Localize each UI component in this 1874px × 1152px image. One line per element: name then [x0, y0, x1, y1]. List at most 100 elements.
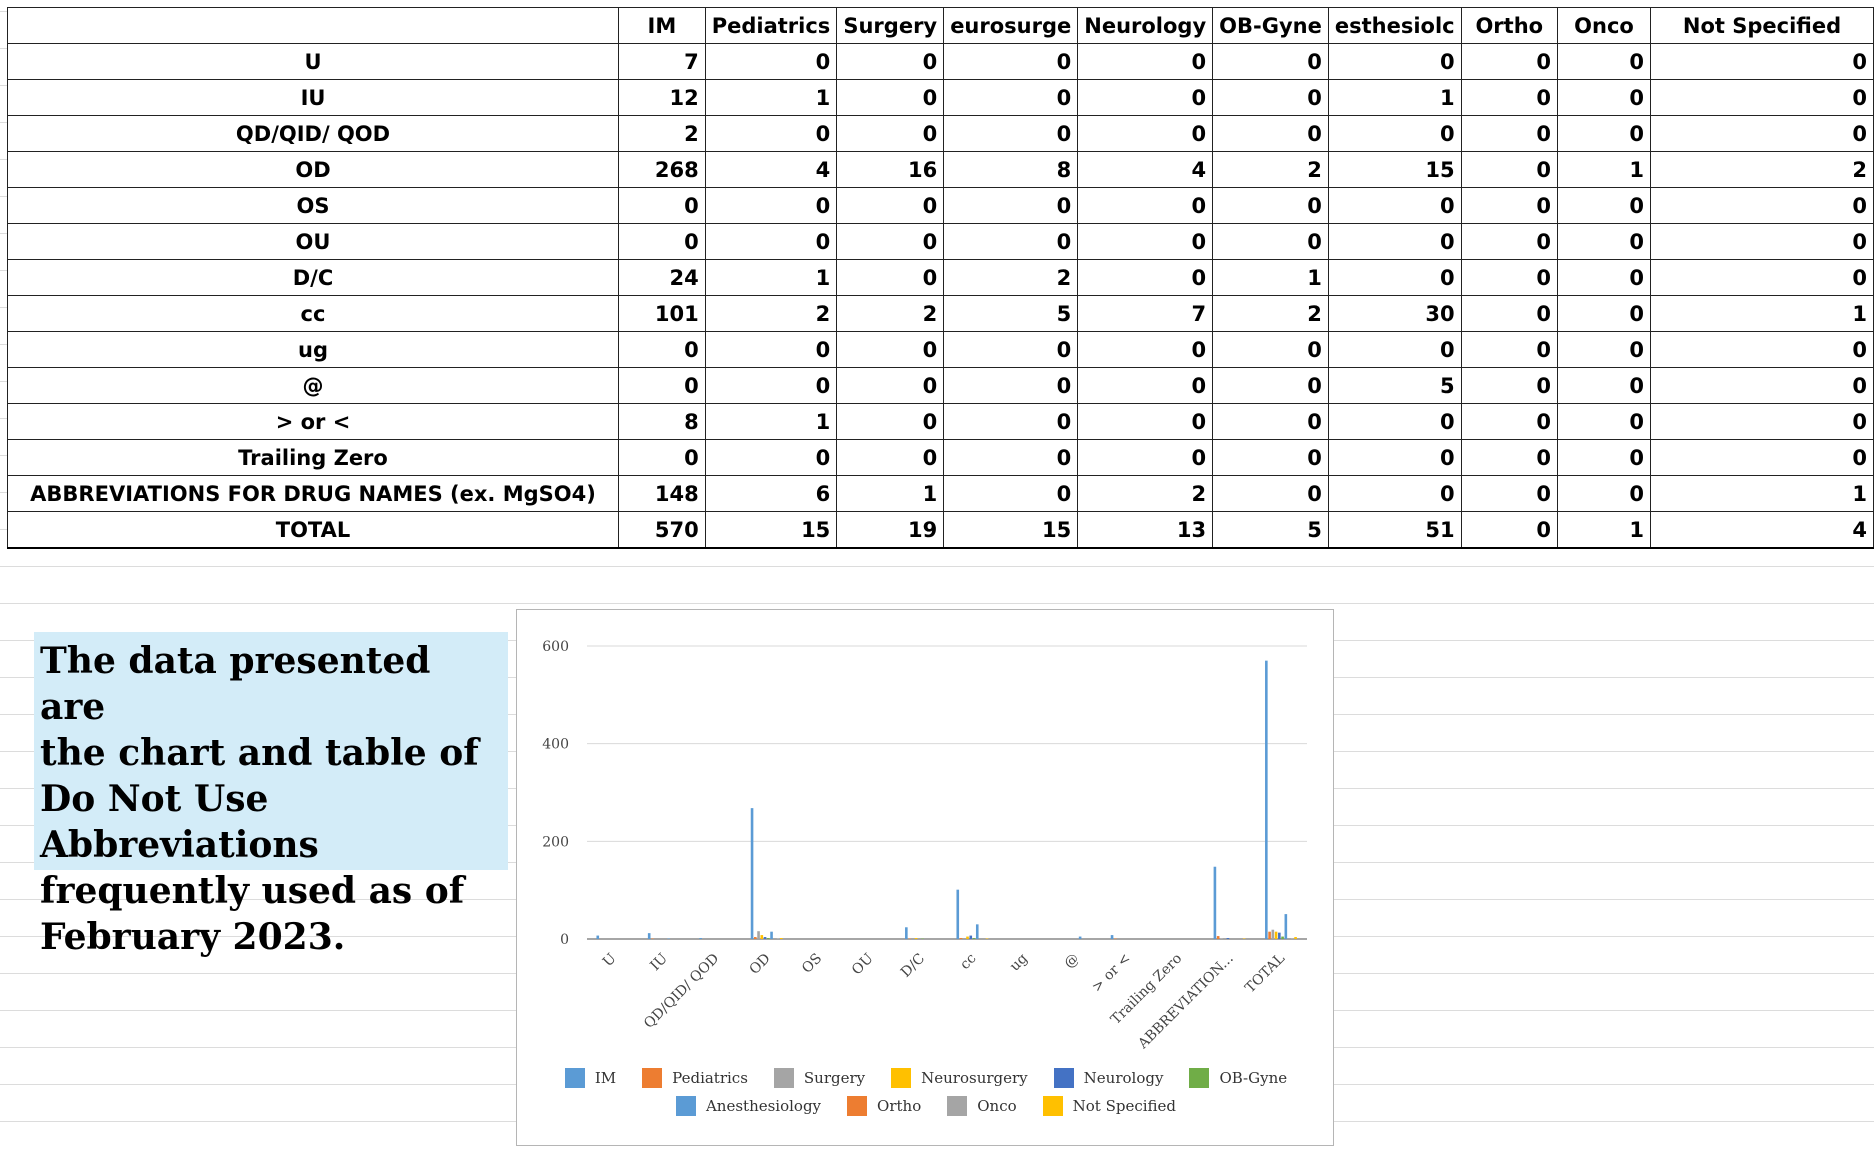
legend-item[interactable]: Pediatrics — [642, 1068, 748, 1088]
table-cell[interactable]: 268 — [618, 151, 706, 188]
table-cell[interactable]: 0 — [1212, 475, 1329, 512]
table-cell[interactable]: 2 — [943, 259, 1079, 296]
table-cell[interactable]: 0 — [1327, 223, 1462, 260]
legend-item[interactable]: Ortho — [847, 1096, 921, 1116]
table-cell[interactable]: 0 — [1327, 403, 1462, 440]
table-cell[interactable]: 0 — [1077, 223, 1214, 260]
table-cell[interactable]: 0 — [836, 187, 945, 224]
table-cell[interactable]: 0 — [1077, 403, 1214, 440]
table-cell[interactable]: 0 — [704, 187, 838, 224]
table-cell[interactable]: 0 — [1556, 187, 1652, 224]
table-cell[interactable]: 1 — [704, 259, 838, 296]
table-cell[interactable]: 0 — [1556, 43, 1652, 80]
table-cell[interactable]: 0 — [1077, 331, 1214, 368]
table-cell[interactable]: 0 — [943, 475, 1079, 512]
table-cell[interactable]: 0 — [943, 439, 1079, 476]
legend-item[interactable]: Onco — [947, 1096, 1017, 1116]
table-cell[interactable]: 0 — [1212, 367, 1329, 404]
table-cell[interactable]: 0 — [1460, 259, 1558, 296]
table-cell[interactable]: 0 — [1650, 403, 1874, 440]
table-cell[interactable]: 0 — [836, 223, 945, 260]
table-cell[interactable]: 0 — [1556, 295, 1652, 332]
table-cell[interactable]: 0 — [943, 115, 1079, 152]
table-cell[interactable]: 0 — [618, 331, 706, 368]
table-cell[interactable]: 0 — [1077, 79, 1214, 116]
legend-item[interactable]: Neurosurgery — [891, 1068, 1028, 1088]
table-cell[interactable]: 0 — [1327, 115, 1462, 152]
table-cell[interactable]: 0 — [1212, 43, 1329, 80]
table-cell[interactable]: 0 — [1650, 367, 1874, 404]
table-cell[interactable]: 4 — [1077, 151, 1214, 188]
table-cell[interactable]: 0 — [1556, 259, 1652, 296]
table-cell[interactable]: 0 — [1212, 403, 1329, 440]
legend-item[interactable]: Not Specified — [1042, 1096, 1176, 1116]
table-cell[interactable]: 0 — [836, 79, 945, 116]
table-cell[interactable]: 0 — [1460, 223, 1558, 260]
table-cell[interactable]: 4 — [704, 151, 838, 188]
table-cell[interactable]: 24 — [618, 259, 706, 296]
table-cell[interactable]: 0 — [1460, 439, 1558, 476]
table-cell[interactable]: 148 — [618, 475, 706, 512]
table-cell[interactable]: 0 — [618, 439, 706, 476]
table-cell[interactable]: 0 — [1460, 115, 1558, 152]
table-cell[interactable]: 0 — [1460, 475, 1558, 512]
table-cell[interactable]: 2 — [836, 295, 945, 332]
table-cell[interactable]: 5 — [943, 295, 1079, 332]
table-cell[interactable]: 0 — [943, 43, 1079, 80]
table-cell[interactable]: 0 — [1077, 439, 1214, 476]
table-cell[interactable]: 0 — [943, 223, 1079, 260]
table-cell[interactable]: 6 — [704, 475, 838, 512]
table-cell[interactable]: 0 — [1460, 367, 1558, 404]
table-cell[interactable]: 0 — [1556, 223, 1652, 260]
legend-item[interactable]: OB-Gyne — [1189, 1068, 1287, 1088]
table-cell[interactable]: 0 — [1556, 79, 1652, 116]
table-cell[interactable]: 0 — [943, 403, 1079, 440]
table-cell[interactable]: 0 — [1460, 403, 1558, 440]
table-cell[interactable]: 0 — [1556, 439, 1652, 476]
table-cell[interactable]: 0 — [1460, 295, 1558, 332]
table-cell[interactable]: 1 — [1650, 475, 1874, 512]
table-cell[interactable]: 101 — [618, 295, 706, 332]
table-cell[interactable]: 0 — [1327, 331, 1462, 368]
legend-item[interactable]: Neurology — [1053, 1068, 1163, 1088]
table-cell[interactable]: 1 — [1556, 511, 1652, 549]
table-cell[interactable]: 0 — [836, 367, 945, 404]
table-cell[interactable]: 2 — [1077, 475, 1214, 512]
table-cell[interactable]: 0 — [1327, 187, 1462, 224]
table-cell[interactable]: 0 — [1556, 403, 1652, 440]
table-cell[interactable]: 15 — [943, 511, 1079, 549]
table-cell[interactable]: 1 — [1556, 151, 1652, 188]
table-cell[interactable]: 0 — [704, 43, 838, 80]
table-cell[interactable]: 0 — [1460, 79, 1558, 116]
table-cell[interactable]: 0 — [704, 439, 838, 476]
table-cell[interactable]: 2 — [618, 115, 706, 152]
table-cell[interactable]: 0 — [1212, 331, 1329, 368]
table-cell[interactable]: 16 — [836, 151, 945, 188]
legend-item[interactable]: IM — [564, 1068, 616, 1088]
table-cell[interactable]: 0 — [1650, 223, 1874, 260]
table-cell[interactable]: 0 — [618, 367, 706, 404]
table-cell[interactable]: 0 — [1460, 511, 1558, 549]
table-cell[interactable]: 30 — [1327, 295, 1462, 332]
table-cell[interactable]: 8 — [943, 151, 1079, 188]
table-cell[interactable]: 0 — [1650, 79, 1874, 116]
table-cell[interactable]: 0 — [836, 439, 945, 476]
table-cell[interactable]: 1 — [836, 475, 945, 512]
table-cell[interactable]: 0 — [1077, 367, 1214, 404]
table-cell[interactable]: 1 — [704, 79, 838, 116]
table-cell[interactable]: 0 — [836, 115, 945, 152]
table-cell[interactable]: 0 — [1460, 187, 1558, 224]
table-cell[interactable]: 0 — [836, 331, 945, 368]
table-cell[interactable]: 0 — [1556, 331, 1652, 368]
table-cell[interactable]: 7 — [618, 43, 706, 80]
table-cell[interactable]: 4 — [1650, 511, 1874, 549]
table-cell[interactable]: 0 — [1327, 43, 1462, 80]
table-cell[interactable]: 8 — [618, 403, 706, 440]
table-cell[interactable]: 0 — [1212, 187, 1329, 224]
table-cell[interactable]: 0 — [704, 223, 838, 260]
table-cell[interactable]: 2 — [1212, 151, 1329, 188]
table-cell[interactable]: 0 — [1327, 475, 1462, 512]
table-cell[interactable]: 0 — [836, 43, 945, 80]
table-cell[interactable]: 7 — [1077, 295, 1214, 332]
table-cell[interactable]: 0 — [836, 259, 945, 296]
